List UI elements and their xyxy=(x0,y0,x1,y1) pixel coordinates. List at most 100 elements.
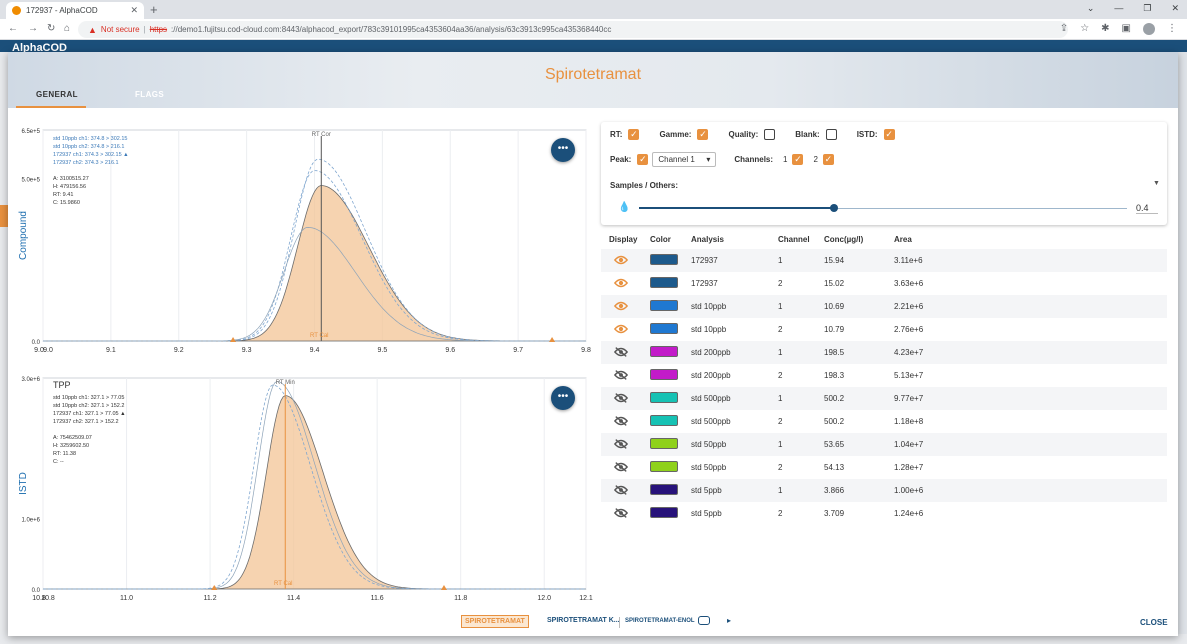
color-swatch[interactable] xyxy=(650,254,678,265)
eye-off-icon[interactable] xyxy=(613,461,629,473)
color-swatch[interactable] xyxy=(650,369,678,380)
forward-icon[interactable]: → xyxy=(28,23,38,34)
x-tick-label: 9.5 xyxy=(378,347,388,354)
peak-channel-value: Channel 1 xyxy=(658,155,695,164)
table-row[interactable]: std 200ppb 1 198.5 4.23e+7 xyxy=(601,341,1167,364)
cell-analysis: std 5ppb xyxy=(691,486,722,495)
channel-2-checkbox[interactable]: ✓ xyxy=(822,154,834,165)
eye-off-icon[interactable] xyxy=(613,507,629,519)
peak-checkbox[interactable]: ✓ xyxy=(637,154,649,165)
table-row[interactable]: std 50ppb 2 54.13 1.28e+7 xyxy=(601,456,1167,479)
star-icon[interactable]: ☆ xyxy=(1080,23,1090,34)
next-arrow-icon[interactable]: ▸ xyxy=(727,616,732,625)
restore-icon[interactable]: ❐ xyxy=(1143,3,1152,13)
profile-avatar[interactable] xyxy=(1143,23,1155,35)
address-bar[interactable]: ▲ Not secure | https://demo1.fujitsu.cod… xyxy=(78,21,1068,38)
x-tick-label: 10.8 xyxy=(41,595,55,602)
legend-entry: 172937 ch2: 374.3 > 216.1 xyxy=(53,160,119,166)
table-row[interactable]: std 500ppb 2 500.2 1.18e+8 xyxy=(601,410,1167,433)
table-row[interactable]: std 200ppb 2 198.3 5.13e+7 xyxy=(601,364,1167,387)
back-icon[interactable]: ← xyxy=(8,23,18,34)
color-swatch[interactable] xyxy=(650,415,678,426)
eye-icon[interactable] xyxy=(613,254,629,266)
footer-tab-spirotetramat[interactable]: SPIROTETRAMAT xyxy=(461,615,529,628)
eye-off-icon[interactable] xyxy=(613,484,629,496)
samples-row[interactable]: Samples / Others: xyxy=(610,181,684,190)
browser-tab-title: 172937 - AlphaCOD xyxy=(26,6,98,15)
table-row[interactable]: std 50ppb 1 53.65 1.04e+7 xyxy=(601,433,1167,456)
footer-tab-spirotetramat-k[interactable]: SPIROTETRAMAT K... xyxy=(547,617,620,624)
table-row[interactable]: std 10ppb 1 10.69 2.21e+6 xyxy=(601,295,1167,318)
blank-checkbox[interactable] xyxy=(825,129,837,140)
eye-off-icon[interactable] xyxy=(613,415,629,427)
table-row[interactable]: std 500ppb 1 500.2 9.77e+7 xyxy=(601,387,1167,410)
cell-analysis: std 10ppb xyxy=(691,302,727,311)
color-swatch[interactable] xyxy=(650,438,678,449)
color-swatch[interactable] xyxy=(650,323,678,334)
eye-icon[interactable] xyxy=(613,300,629,312)
eye-icon[interactable] xyxy=(613,277,629,289)
eye-off-icon[interactable] xyxy=(613,346,629,358)
opacity-value[interactable]: 0.4 xyxy=(1136,203,1158,214)
color-swatch[interactable] xyxy=(650,461,678,472)
channel-1-checkbox[interactable]: ✓ xyxy=(792,154,804,165)
home-icon[interactable]: ⌂ xyxy=(64,23,71,34)
cell-channel: 1 xyxy=(778,256,783,265)
color-swatch[interactable] xyxy=(650,392,678,403)
istd-chart[interactable]: 10.8 10.8 11.0 11.2 11.4 11.6 11.8 12.0 12.1 0.0 1… xyxy=(8,370,593,610)
new-tab-icon[interactable]: + xyxy=(150,2,158,17)
table-row[interactable]: std 5ppb 2 3.709 1.24e+6 xyxy=(601,502,1167,525)
sidepanel-icon[interactable]: ▣ xyxy=(1121,23,1131,34)
table-row[interactable]: 172937 2 15.02 3.63e+6 xyxy=(601,272,1167,295)
menu-icon[interactable]: ⋮ xyxy=(1167,23,1177,34)
tab-general[interactable]: GENERAL xyxy=(36,90,78,99)
chip-icon[interactable] xyxy=(698,616,710,625)
color-swatch[interactable] xyxy=(650,346,678,357)
reload-icon[interactable]: ↻ xyxy=(47,23,56,34)
rt-bottom-label: RT Cal xyxy=(274,581,292,587)
app-brand: AlphaCOD xyxy=(12,42,67,54)
peak-info: RT: 9.41 xyxy=(53,192,73,198)
color-swatch[interactable] xyxy=(650,300,678,311)
y-tick-label: 1.0e+6 xyxy=(21,518,40,524)
color-swatch[interactable] xyxy=(650,507,678,518)
footer-tab-spirotetramat-enol[interactable]: SPIROTETRAMAT-ENOL xyxy=(625,618,695,624)
color-swatch[interactable] xyxy=(650,484,678,495)
eye-icon[interactable] xyxy=(613,323,629,335)
close-window-icon[interactable]: ✕ xyxy=(1171,3,1179,13)
minimize-icon[interactable]: — xyxy=(1114,3,1124,13)
expand-icon[interactable]: ▼ xyxy=(1153,180,1160,187)
share-icon[interactable]: ⇪ xyxy=(1059,23,1069,34)
cell-conc: 53.65 xyxy=(824,440,845,449)
rt-checkbox[interactable]: ✓ xyxy=(628,129,640,140)
compound-chart[interactable]: 9.0 9.0 9.1 9.2 9.3 9.4 9.5 9.6 9.7 9.8 0.0 5.0e+5 6… xyxy=(8,122,593,362)
browser-tab[interactable]: 172937 - AlphaCOD ✕ xyxy=(6,2,144,19)
quality-checkbox[interactable] xyxy=(764,129,776,140)
x-tick-label: 9.2 xyxy=(174,347,184,354)
close-button[interactable]: CLOSE xyxy=(1140,618,1168,627)
opacity-slider-track[interactable] xyxy=(639,208,1127,209)
close-tab-icon[interactable]: ✕ xyxy=(130,5,138,15)
opacity-slider-fill xyxy=(639,207,835,209)
eye-off-icon[interactable] xyxy=(613,438,629,450)
chevron-down-icon[interactable]: ⌄ xyxy=(1086,3,1095,13)
eye-off-icon[interactable] xyxy=(613,392,629,404)
compound-chart-menu-button[interactable]: ••• xyxy=(551,138,575,162)
table-row[interactable]: std 5ppb 1 3.866 1.00e+6 xyxy=(601,479,1167,502)
extensions-icon[interactable]: ✱ xyxy=(1101,23,1110,34)
istd-checkbox[interactable]: ✓ xyxy=(883,129,895,140)
table-row[interactable]: 172937 1 15.94 3.11e+6 xyxy=(601,249,1167,272)
eye-off-icon[interactable] xyxy=(613,369,629,381)
color-swatch[interactable] xyxy=(650,277,678,288)
cell-conc: 15.94 xyxy=(824,256,845,265)
table-row[interactable]: std 10ppb 2 10.79 2.76e+6 xyxy=(601,318,1167,341)
cell-analysis: std 500ppb xyxy=(691,394,731,403)
gamme-checkbox[interactable]: ✓ xyxy=(697,129,709,140)
istd-chart-menu-button[interactable]: ••• xyxy=(551,386,575,410)
peak-info: A: 75462509.07 xyxy=(53,435,92,441)
opacity-slider-handle[interactable] xyxy=(830,204,839,212)
peak-channel-select[interactable]: Channel 1 ▾ xyxy=(652,152,717,167)
peak-row: Peak: ✓ Channel 1 ▾ Channels: 1 ✓ 2 ✓ xyxy=(610,152,834,167)
tab-flags[interactable]: FLAGS xyxy=(135,90,165,99)
cell-area: 3.63e+6 xyxy=(894,279,924,288)
